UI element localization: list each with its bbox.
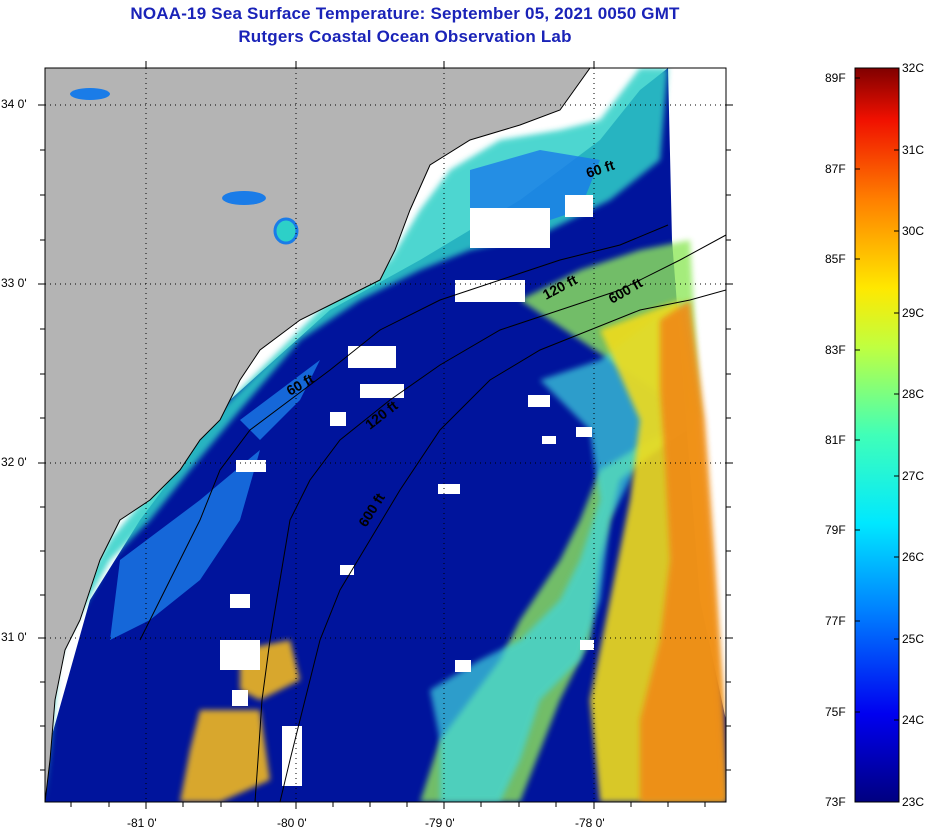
colorbar-f-87: 87F (825, 162, 846, 176)
chart-title: NOAA-19 Sea Surface Temperature: Septemb… (130, 4, 680, 23)
warm-nearshore-patch (180, 640, 300, 802)
lat-label-32: 32 0' (1, 455, 27, 469)
contour-60ft (139, 224, 669, 641)
lon-label-78: -78 0' (575, 816, 605, 830)
colorbar-c-31: 31C (902, 143, 925, 157)
lon-label-81: -81 0' (127, 816, 157, 830)
nearshore-blue-patches (110, 150, 600, 640)
shelf-cyan-band (430, 300, 690, 802)
contour-120ft (254, 234, 726, 802)
land-mass (45, 68, 590, 802)
lat-label-34: 34 0' (1, 97, 27, 111)
map-border (44, 67, 727, 803)
axis-ticks (38, 61, 733, 809)
coastline (45, 68, 591, 802)
colorbar-f-73: 73F (825, 795, 846, 809)
graticule (45, 68, 726, 802)
colorbar-c-25: 25C (902, 632, 925, 646)
colorbar-c-32: 32C (902, 61, 925, 75)
colorbar-f-79: 79F (825, 523, 846, 537)
colorbar-f-77: 77F (825, 614, 846, 628)
colorbar-f-81: 81F (825, 433, 846, 447)
lake-marion (273, 217, 299, 245)
colorbar-c-24: 24C (902, 713, 925, 727)
cloud-masks (220, 195, 594, 786)
lon-label-79: -79 0' (425, 816, 455, 830)
lat-label-33: 33 0' (1, 276, 27, 290)
colorbar-f-83: 83F (825, 343, 846, 357)
colorbar-c-28: 28C (902, 387, 925, 401)
contour-600ft (279, 289, 726, 802)
lat-label-31: 31 0' (1, 630, 27, 644)
colorbar-c-26: 26C (902, 550, 925, 564)
colorbar-scale (854, 67, 900, 803)
coastal-warm-band (45, 68, 668, 802)
colorbar-f-75: 75F (825, 705, 846, 719)
colorbar-f-85: 85F (825, 252, 846, 266)
colorbar-f-89: 89F (825, 71, 846, 85)
colorbar-ticks (855, 67, 899, 721)
chart-subtitle: Rutgers Coastal Ocean Observation Lab (238, 27, 572, 46)
lon-label-80: -80 0' (277, 816, 307, 830)
lake-moultrie (222, 191, 266, 205)
colorbar-c-27: 27C (902, 469, 925, 483)
colorbar-c-29: 29C (902, 306, 925, 320)
gulf-stream-orange (640, 300, 726, 802)
colorbar-c-30: 30C (902, 224, 925, 238)
lake-north (70, 88, 110, 100)
colorbar-c-23: 23C (902, 795, 925, 809)
